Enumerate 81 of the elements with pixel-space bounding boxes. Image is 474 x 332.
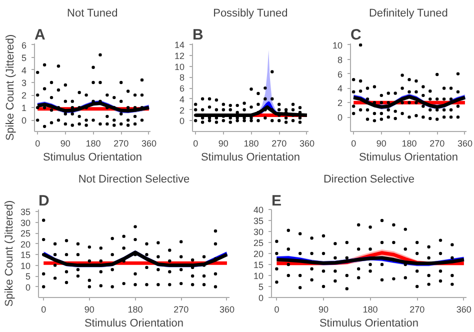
y-tick-label: 4 <box>21 65 27 76</box>
text: B <box>192 26 204 44</box>
y-tick-label: 14 <box>174 40 185 50</box>
annotation: C <box>350 26 362 44</box>
x-tick-label: 270 <box>272 138 287 148</box>
y-tick-label: 40 <box>253 205 264 215</box>
y-tick-label: 35 <box>253 216 264 226</box>
y-tick-label: 5 <box>258 282 264 292</box>
x-tick-label: 270 <box>430 138 445 148</box>
y-tick-label: 25 <box>20 228 31 239</box>
chart-title: Not Direction Selective <box>78 174 190 186</box>
y-tick-label: 2 <box>337 98 343 108</box>
x-tick-label: 360 <box>141 138 156 148</box>
annotation: A <box>34 26 46 44</box>
chart-title: Direction Selective <box>323 174 415 186</box>
x-tick-label: 180 <box>86 138 101 148</box>
chart-title: Not Tuned <box>67 8 118 20</box>
y-tick-label: 6 <box>179 84 185 94</box>
y-tick-label: 4 <box>337 84 343 94</box>
x-tick-label: 180 <box>128 304 143 314</box>
x-tick-label: 0 <box>274 304 280 314</box>
y-axis-title: Spike Count (Jittered) <box>4 34 16 141</box>
x-tick-label: 90 <box>218 138 228 148</box>
y-tick-label: 6 <box>21 40 27 50</box>
y-tick-label: 25 <box>253 238 264 248</box>
y-tick-label: 0 <box>21 116 27 126</box>
x-axis-title: Stimulus Orientation <box>358 152 458 164</box>
x-tick-label: 180 <box>402 138 417 148</box>
y-tick-label: 35 <box>20 207 31 218</box>
y-tick-label: 8 <box>337 54 343 65</box>
y-tick-label: 8 <box>179 72 185 83</box>
x-tick-label: 360 <box>219 304 234 314</box>
x-tick-label: 0 <box>35 138 40 148</box>
y-tick-label: 10 <box>174 62 185 72</box>
y-tick-label: 0 <box>25 282 31 292</box>
y-tick-label: 10 <box>20 260 31 271</box>
x-tick-label: 270 <box>174 304 189 314</box>
y-tick-label: 30 <box>253 227 264 237</box>
y-tick-label: 5 <box>21 52 27 63</box>
y-tick-label: 15 <box>20 250 31 260</box>
chart-title: Possibly Tuned <box>213 8 288 20</box>
y-tick-label: 10 <box>253 271 264 281</box>
x-tick-label: 180 <box>362 304 378 314</box>
line-series <box>194 105 308 117</box>
x-axis-title: Stimulus Orientation <box>319 318 419 330</box>
y-tick-label: 10 <box>332 40 343 50</box>
x-tick-label: 270 <box>114 138 129 148</box>
y-tick-label: 1 <box>21 103 27 114</box>
x-tick-label: 0 <box>193 138 198 148</box>
y-tick-label: 5 <box>25 272 31 282</box>
x-tick-label: 360 <box>456 304 472 314</box>
x-tick-label: 360 <box>457 138 472 148</box>
x-axis-title: Stimulus Orientation <box>84 318 184 330</box>
y-tick-label: 0 <box>337 112 343 123</box>
x-tick-label: 0 <box>41 304 46 314</box>
x-tick-label: 270 <box>410 304 425 314</box>
y-tick-label: 3 <box>21 78 27 88</box>
chart-title: Definitely Tuned <box>368 8 448 20</box>
annotation: E <box>272 192 282 210</box>
x-tick-label: 180 <box>244 138 259 148</box>
y-tick-label: 2 <box>179 105 185 116</box>
text: D <box>38 192 50 210</box>
y-tick-label: 2 <box>21 90 27 101</box>
x-axis-title: Stimulus Orientation <box>200 152 300 164</box>
y-tick-label: 30 <box>20 218 31 228</box>
x-tick-label: 90 <box>376 138 386 148</box>
x-axis-title: Stimulus Orientation <box>42 152 142 164</box>
y-tick-label: 20 <box>20 239 31 250</box>
x-tick-label: 90 <box>60 138 70 148</box>
y-axis-title: Spike Count (Jittered) <box>3 200 16 307</box>
x-tick-label: 0 <box>351 138 356 148</box>
y-tick-label: 0 <box>258 293 264 303</box>
y-tick-label: 6 <box>337 69 343 80</box>
y-tick-label: 15 <box>253 260 264 270</box>
x-tick-label: 90 <box>84 304 94 314</box>
x-tick-label: 90 <box>318 304 329 314</box>
y-tick-label: 4 <box>179 94 185 104</box>
x-tick-label: 360 <box>299 138 314 148</box>
y-tick-label: 12 <box>174 50 185 61</box>
y-tick-label: 20 <box>253 249 264 259</box>
y-tick-label: 0 <box>179 116 185 126</box>
